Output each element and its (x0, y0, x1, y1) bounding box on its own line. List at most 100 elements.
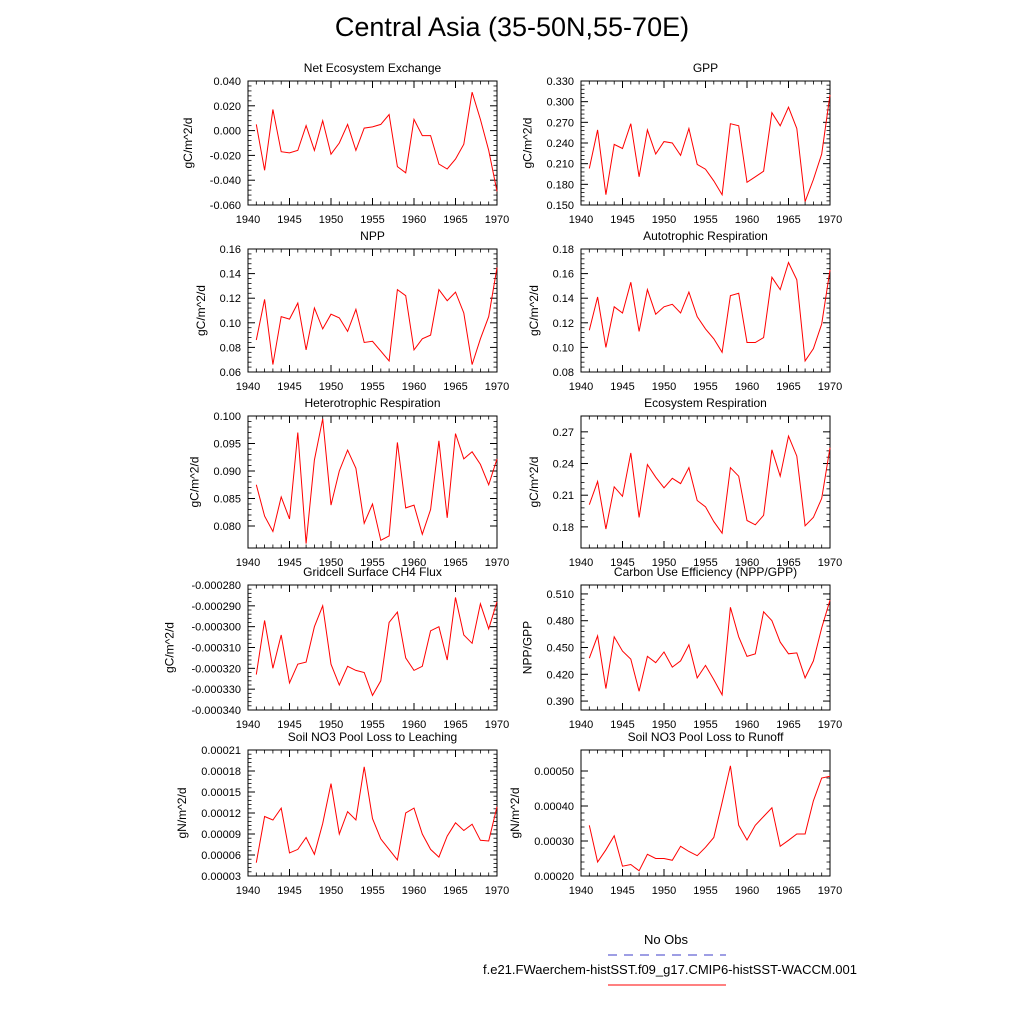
x-tick-label: 1955 (360, 557, 384, 569)
panel-frame (247, 584, 498, 711)
y-tick-label: 0.27 (553, 427, 574, 439)
y-tick-label: 0.08 (220, 342, 241, 354)
y-tick-label: 0.00009 (201, 829, 241, 841)
y-tick-label: -0.020 (210, 150, 241, 162)
panel-title: Autotrophic Respiration (643, 229, 768, 243)
x-tick-label: 1945 (277, 214, 301, 226)
x-tick-label: 1955 (360, 214, 384, 226)
x-tick-label: 1945 (277, 719, 301, 731)
panel-9: 1940 1945 1950 1955 1960 1965 1970 0.00003 0.000… (175, 730, 509, 897)
x-tick-label: 1965 (776, 885, 800, 897)
panel-title: NPP (360, 229, 385, 243)
x-tick-label: 1940 (236, 381, 260, 393)
y-tick-label: 0.00018 (201, 766, 241, 778)
y-tick-label: 0.020 (213, 101, 241, 113)
x-tick-label: 1950 (319, 214, 343, 226)
legend-obs-label: No Obs (643, 932, 689, 947)
x-tick-label: 1960 (735, 885, 759, 897)
series-line (588, 261, 831, 363)
y-tick-label: 0.085 (213, 494, 241, 506)
panel-title: Carbon Use Efficiency (NPP/GPP) (614, 565, 797, 579)
x-tick-label: 1945 (277, 557, 301, 569)
y-tick-label: 0.00012 (201, 808, 241, 820)
x-tick-label: 1950 (319, 885, 343, 897)
x-tick-label: 1955 (693, 557, 717, 569)
panel-title: Ecosystem Respiration (644, 396, 767, 410)
series-line (588, 434, 831, 535)
panel-3: 1940 1945 1950 1955 1960 1965 1970 0.06 0.08 0.10… (194, 229, 509, 393)
x-tick-label: 1965 (443, 885, 467, 897)
panel-title: Gridcell Surface CH4 Flux (303, 565, 442, 579)
x-tick-label: 1970 (485, 557, 509, 569)
y-tick-label: 0.00040 (534, 801, 574, 813)
x-tick-label: 1945 (610, 381, 634, 393)
panel-frame (247, 248, 498, 373)
x-tick-label: 1940 (236, 214, 260, 226)
x-tick-label: 1960 (402, 214, 426, 226)
y-axis-label: gC/m^2/d (181, 118, 195, 169)
y-tick-label: 0.00050 (534, 766, 574, 778)
x-tick-label: 1965 (443, 557, 467, 569)
x-tick-label: 1945 (277, 885, 301, 897)
x-tick-label: 1960 (402, 381, 426, 393)
x-tick-label: 1940 (236, 885, 260, 897)
y-tick-label: 0.510 (546, 589, 574, 601)
y-tick-label: 0.10 (220, 318, 241, 330)
x-tick-label: 1950 (319, 557, 343, 569)
x-tick-label: 1970 (485, 214, 509, 226)
x-tick-label: 1950 (652, 885, 676, 897)
y-tick-label: 0.00030 (534, 836, 574, 848)
panel-frame (247, 80, 498, 206)
y-tick-label: 0.00015 (201, 787, 241, 799)
y-tick-label: 0.090 (213, 466, 241, 478)
panel-title: Soil NO3 Pool Loss to Runoff (628, 730, 785, 744)
x-tick-label: 1955 (693, 719, 717, 731)
figure-title: Central Asia (35-50N,55-70E) (334, 12, 690, 42)
y-tick-label: 0.12 (553, 318, 574, 330)
x-tick-label: 1970 (485, 719, 509, 731)
y-tick-label: 0.21 (553, 490, 574, 502)
panel-2: 1940 1945 1950 1955 1960 1965 1970 0.150 0.180 0.… (521, 61, 843, 226)
x-tick-label: 1950 (652, 719, 676, 731)
x-tick-label: 1970 (485, 885, 509, 897)
series-line (255, 766, 498, 863)
x-tick-label: 1970 (818, 885, 842, 897)
x-tick-label: 1960 (402, 557, 426, 569)
panel-10: 1940 1945 1950 1955 1960 1965 1970 0.00020 0.000… (508, 730, 842, 897)
y-tick-label: 0.240 (546, 138, 574, 150)
y-tick-label: 0.18 (553, 244, 574, 256)
y-tick-label: 0.450 (546, 643, 574, 655)
panel-frame (247, 749, 498, 877)
x-tick-label: 1970 (818, 381, 842, 393)
x-tick-label: 1955 (693, 885, 717, 897)
y-tick-label: 0.14 (220, 269, 241, 281)
x-tick-label: 1955 (360, 885, 384, 897)
y-tick-label: 0.08 (553, 367, 574, 379)
x-tick-label: 1945 (277, 381, 301, 393)
x-tick-label: 1965 (776, 214, 800, 226)
y-axis-label: gC/m^2/d (527, 457, 541, 508)
y-tick-label: 0.390 (546, 696, 574, 708)
x-tick-label: 1950 (652, 381, 676, 393)
y-tick-label: 0.06 (220, 367, 241, 379)
y-tick-label: 0.040 (213, 76, 241, 88)
panel-frame (580, 415, 831, 549)
x-tick-label: 1955 (693, 214, 717, 226)
panel-8: 1940 1945 1950 1955 1960 1965 1970 0.390 0.420 0.… (521, 565, 843, 731)
panel-frame (247, 415, 498, 549)
y-tick-label: 0.14 (553, 293, 574, 305)
x-tick-label: 1950 (319, 719, 343, 731)
y-tick-label: 0.480 (546, 616, 574, 628)
y-tick-label: -0.000340 (191, 705, 241, 717)
y-tick-label: -0.040 (210, 175, 241, 187)
panel-6: 1940 1945 1950 1955 1960 1965 1970 0.18 0.21 0.24… (527, 396, 842, 569)
y-axis-label: gC/m^2/d (521, 118, 535, 169)
x-tick-label: 1965 (776, 719, 800, 731)
series-line (255, 92, 498, 192)
y-tick-label: 0.00020 (534, 871, 574, 883)
y-tick-label: 0.210 (546, 159, 574, 171)
x-tick-label: 1960 (402, 719, 426, 731)
y-tick-label: -0.060 (210, 200, 241, 212)
